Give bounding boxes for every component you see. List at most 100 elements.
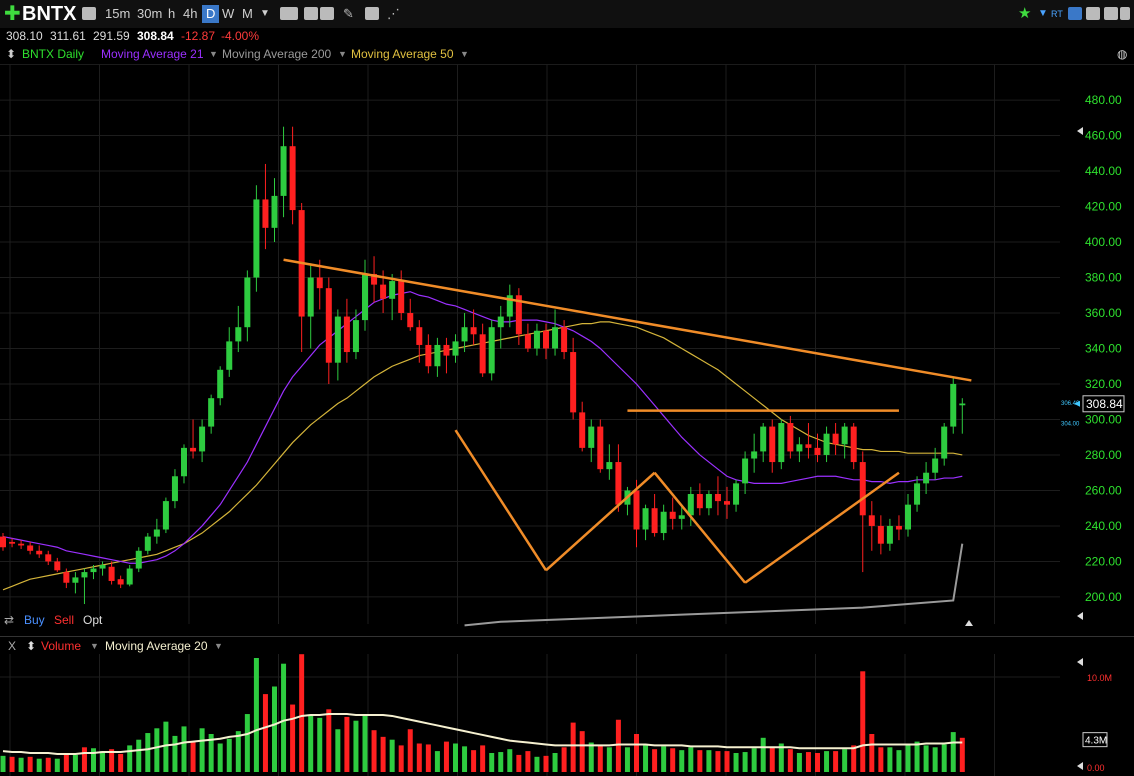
timeframe-d[interactable]: D bbox=[202, 5, 220, 23]
price-chart[interactable]: 480.00 460.00 440.00 420.00 400.00 380.00 360.… bbox=[0, 64, 1134, 636]
volume-bar bbox=[172, 735, 178, 772]
sell-button[interactable]: Sell bbox=[54, 613, 75, 627]
volume-bar bbox=[643, 745, 649, 772]
candle-body bbox=[343, 316, 350, 353]
share-icon[interactable]: ⋰ bbox=[387, 6, 400, 21]
volume-bar bbox=[36, 758, 42, 772]
timeframe-4h[interactable]: 4h bbox=[183, 6, 198, 21]
volume-bar bbox=[815, 753, 820, 772]
volume-ma-label[interactable]: Moving Average 20 bbox=[105, 639, 208, 653]
y-tick-label: 440.00 bbox=[1085, 164, 1122, 178]
volume-bar bbox=[63, 753, 69, 772]
indicator-icon[interactable] bbox=[304, 7, 318, 20]
panel-settings-icon[interactable]: ◍ bbox=[1117, 47, 1128, 61]
timeframe-30m[interactable]: 30m bbox=[137, 6, 163, 21]
volume-bar bbox=[480, 745, 486, 772]
candle-body bbox=[506, 295, 513, 317]
candle-body bbox=[9, 541, 16, 544]
candle-body bbox=[805, 444, 812, 448]
volume-bar bbox=[516, 754, 522, 772]
timeframe-15m[interactable]: 15m bbox=[105, 6, 131, 21]
candle-body bbox=[461, 327, 468, 342]
favorite-star-icon[interactable]: ★ bbox=[1018, 5, 1032, 22]
close-volume-button[interactable]: X bbox=[8, 639, 17, 653]
volume-bar bbox=[570, 722, 576, 772]
candle-body bbox=[416, 327, 423, 345]
print-icon[interactable] bbox=[1104, 7, 1118, 20]
timeframe-m[interactable]: M bbox=[242, 6, 253, 21]
settings-icon[interactable] bbox=[1120, 7, 1130, 20]
legend-ma21[interactable]: Moving Average 21 bbox=[101, 47, 204, 61]
volume-bar bbox=[18, 757, 24, 772]
draw-pencil-icon[interactable]: ✎ bbox=[343, 6, 354, 21]
volume-last-box bbox=[1082, 732, 1108, 748]
timeframe-dropdown-icon[interactable]: ▼ bbox=[260, 8, 270, 19]
add-study-icon[interactable] bbox=[320, 7, 334, 20]
chart-type-icon[interactable] bbox=[280, 7, 298, 20]
candle-body bbox=[226, 341, 233, 370]
volume-bar bbox=[199, 728, 205, 772]
volume-bar bbox=[778, 743, 784, 772]
volume-dropdown-icon[interactable]: ▼ bbox=[90, 641, 99, 651]
volume-ma-dropdown-icon[interactable]: ▼ bbox=[214, 641, 223, 651]
timeframe-h[interactable]: h bbox=[168, 6, 176, 21]
volume-bar bbox=[154, 728, 160, 772]
volume-bar bbox=[688, 747, 694, 772]
candle-body bbox=[153, 529, 160, 537]
volume-bar bbox=[253, 658, 259, 772]
annotation-icon[interactable] bbox=[365, 7, 379, 20]
candle-body bbox=[543, 330, 549, 349]
timeframe-w[interactable]: W bbox=[222, 6, 235, 21]
volume-bar bbox=[136, 739, 142, 772]
candle-body bbox=[733, 483, 740, 505]
order-icon[interactable]: ⇄ bbox=[4, 613, 15, 627]
volume-bar bbox=[335, 729, 341, 772]
volume-bar bbox=[127, 745, 133, 772]
y-tick-label: 480.00 bbox=[1085, 93, 1122, 107]
candle-body bbox=[724, 501, 730, 505]
candle-body bbox=[533, 330, 540, 349]
candle-body bbox=[597, 426, 604, 470]
symbol-label[interactable]: BNTX bbox=[22, 3, 77, 25]
candle-body bbox=[181, 447, 187, 477]
legend-ma50-dropdown-icon[interactable]: ▼ bbox=[460, 49, 469, 59]
legend-ma21-dropdown-icon[interactable]: ▼ bbox=[209, 49, 218, 59]
legend-ma200[interactable]: Moving Average 200 bbox=[222, 47, 332, 61]
candle-body bbox=[751, 451, 758, 459]
signal-icon[interactable]: ▼ bbox=[1038, 8, 1048, 19]
volume-ma-line bbox=[2, 713, 963, 755]
candle-body bbox=[705, 494, 712, 509]
volume-bar bbox=[272, 686, 277, 772]
volume-bar bbox=[733, 753, 739, 772]
candle-body bbox=[126, 568, 133, 585]
buy-button[interactable]: Buy bbox=[24, 613, 45, 627]
reorder-icon[interactable]: ⬍ bbox=[6, 47, 17, 61]
volume-chart[interactable]: 10.0M 0.00 4.3M bbox=[0, 654, 1134, 776]
ma200-line bbox=[464, 543, 964, 627]
volume-title[interactable]: Volume bbox=[41, 639, 82, 653]
candle-body bbox=[407, 313, 414, 328]
candle-body bbox=[72, 577, 79, 583]
legend-ma200-dropdown-icon[interactable]: ▼ bbox=[338, 49, 347, 59]
volume-bar bbox=[416, 743, 422, 772]
y-tick-label: 400.00 bbox=[1085, 235, 1122, 249]
volume-bar bbox=[525, 751, 531, 772]
legend-series[interactable]: BNTX Daily bbox=[22, 47, 85, 61]
y-tick-label: 460.00 bbox=[1085, 129, 1122, 143]
volume-bar bbox=[0, 755, 6, 772]
volume-bar bbox=[941, 744, 947, 772]
volume-bar bbox=[507, 749, 513, 772]
add-symbol-icon[interactable]: ✚ bbox=[4, 3, 21, 25]
speaker-icon[interactable] bbox=[82, 7, 96, 20]
quote-high: 311.61 bbox=[50, 29, 86, 43]
social-share-icon[interactable] bbox=[1068, 7, 1082, 20]
candle-body bbox=[552, 327, 559, 349]
volume-bar bbox=[453, 743, 458, 772]
candle-body bbox=[932, 458, 939, 473]
legend-ma50[interactable]: Moving Average 50 bbox=[351, 47, 454, 61]
volume-reorder-icon[interactable]: ⬍ bbox=[26, 639, 37, 653]
options-button[interactable]: Opt bbox=[83, 613, 103, 627]
y-tick-label: 280.00 bbox=[1085, 448, 1122, 462]
save-icon[interactable] bbox=[1086, 7, 1100, 20]
candle-body bbox=[633, 490, 640, 530]
